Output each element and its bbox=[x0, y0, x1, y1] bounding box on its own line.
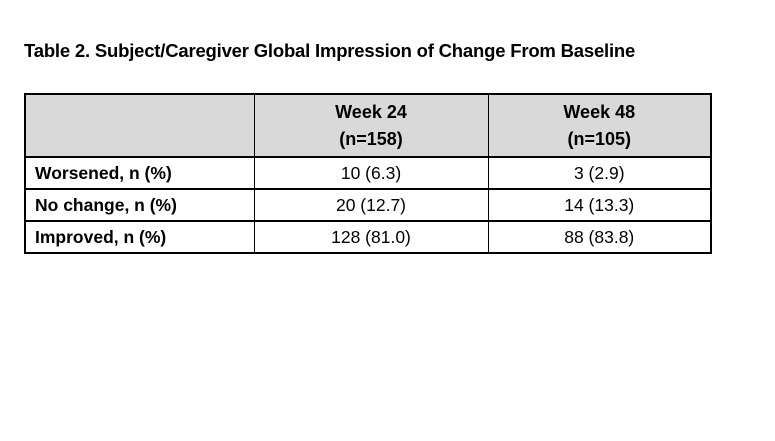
table-row-worsened: Worsened, n (%) 10 (6.3) 3 (2.9) bbox=[24, 156, 712, 190]
table-cell: 88 (83.8) bbox=[487, 220, 712, 254]
table-row-no-change: No change, n (%) 20 (12.7) 14 (13.3) bbox=[24, 188, 712, 222]
table-body: Worsened, n (%) 10 (6.3) 3 (2.9) No chan… bbox=[24, 156, 712, 254]
table-cell: 20 (12.7) bbox=[253, 188, 489, 222]
table-cell: 128 (81.0) bbox=[253, 220, 489, 254]
header-label: Week 48 bbox=[563, 101, 636, 122]
header-sublabel: (n=158) bbox=[339, 128, 403, 149]
header-row: Week 24 (n=158) Week 48 (n=105) bbox=[24, 93, 712, 158]
table-row-improved: Improved, n (%) 128 (81.0) 88 (83.8) bbox=[24, 220, 712, 254]
table-cell: 3 (2.9) bbox=[487, 156, 712, 190]
table-cell: 10 (6.3) bbox=[253, 156, 489, 190]
header-cell-week48: Week 48 (n=105) bbox=[487, 93, 712, 158]
table-cell: 14 (13.3) bbox=[487, 188, 712, 222]
row-label: Improved, n (%) bbox=[24, 220, 255, 254]
header-cell-week24: Week 24 (n=158) bbox=[253, 93, 489, 158]
data-table: Week 24 (n=158) Week 48 (n=105) Worsened… bbox=[24, 93, 712, 254]
row-label: No change, n (%) bbox=[24, 188, 255, 222]
row-label: Worsened, n (%) bbox=[24, 156, 255, 190]
table-title: Table 2. Subject/Caregiver Global Impres… bbox=[24, 40, 636, 61]
header-label: Week 24 bbox=[335, 101, 407, 122]
header-cell-empty bbox=[24, 93, 255, 158]
header-sublabel: (n=105) bbox=[567, 128, 632, 149]
table-header: Week 24 (n=158) Week 48 (n=105) bbox=[24, 93, 712, 158]
